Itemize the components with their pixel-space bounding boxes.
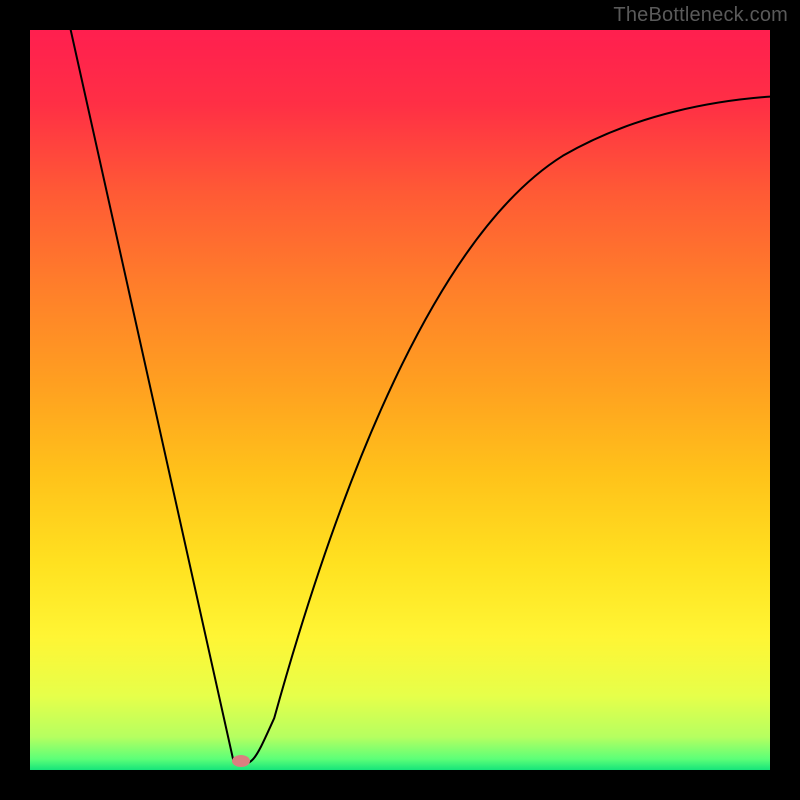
outer-frame: TheBottleneck.com <box>0 0 800 800</box>
curve-minimum-marker <box>232 755 250 767</box>
plot-area <box>30 30 770 770</box>
watermark-text: TheBottleneck.com <box>613 4 788 27</box>
bottleneck-curve <box>30 30 770 770</box>
